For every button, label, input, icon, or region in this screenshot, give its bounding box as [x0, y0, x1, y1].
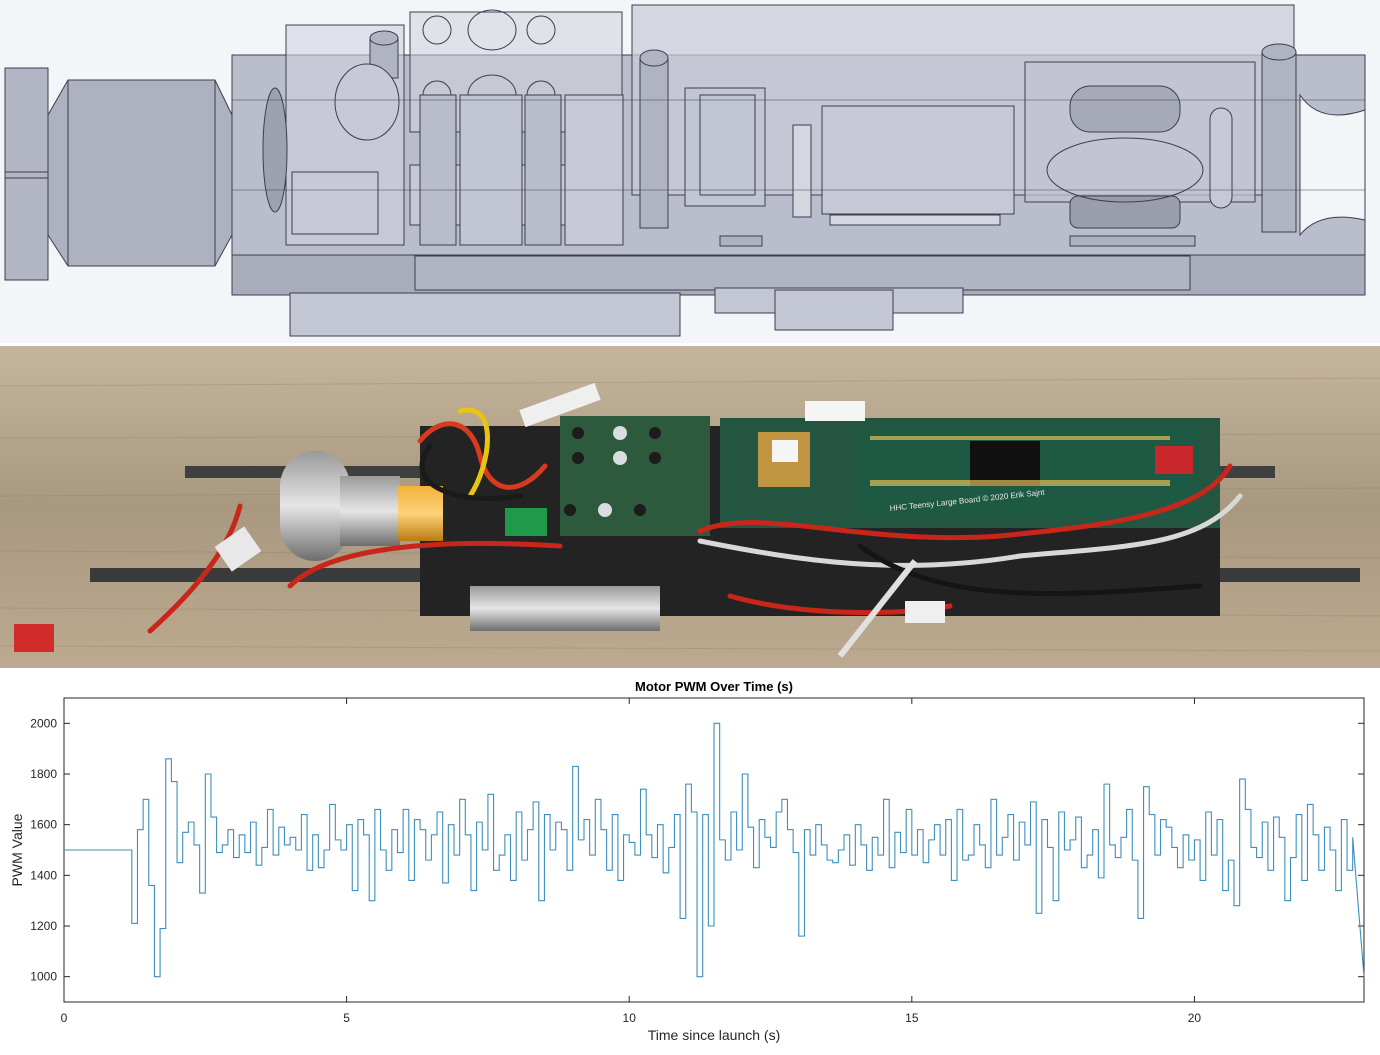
chart-title: Motor PWM Over Time (s)	[635, 679, 793, 694]
y-tick-label: 2000	[30, 716, 57, 730]
y-axis: 1000 1200 1400 1600 1800 2000	[30, 716, 1364, 984]
hardware-photo-drawing: HHC Teensy Large Board © 2020 Erik Sajnt	[0, 346, 1380, 668]
chart-panel: Motor PWM Over Time (s) 0 5 10 15 20 1000 120…	[0, 672, 1380, 1050]
x-tick-label: 10	[623, 1011, 637, 1025]
cad-render	[0, 0, 1380, 343]
x-tick-label: 15	[905, 1011, 919, 1025]
cad-render-drawing	[0, 0, 1380, 343]
x-axis-label: Time since launch (s)	[648, 1027, 781, 1043]
y-tick-label: 1600	[30, 818, 57, 832]
x-tick-label: 20	[1188, 1011, 1202, 1025]
x-tick-label: 5	[343, 1011, 350, 1025]
hardware-photo: HHC Teensy Large Board © 2020 Erik Sajnt	[0, 346, 1380, 668]
pwm-series-line	[64, 722, 1365, 978]
y-tick-label: 1400	[30, 868, 57, 882]
y-tick-label: 1800	[30, 767, 57, 781]
y-tick-label: 1200	[30, 919, 57, 933]
y-axis-label: PWM Value	[9, 813, 25, 886]
pwm-chart: Motor PWM Over Time (s) 0 5 10 15 20 1000 120…	[9, 679, 1365, 1043]
y-tick-label: 1000	[30, 970, 57, 984]
x-axis: 0 5 10 15 20	[61, 698, 1202, 1025]
x-tick-label: 0	[61, 1011, 68, 1025]
